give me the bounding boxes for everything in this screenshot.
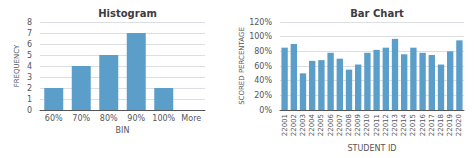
svg-text:Histogram: Histogram — [98, 8, 157, 19]
svg-text:22003: 22003 — [299, 114, 307, 136]
svg-text:Bar Chart: Bar Chart — [350, 8, 404, 19]
svg-text:22010: 22010 — [363, 114, 371, 136]
svg-text:FREQUENCY: FREQUENCY — [13, 44, 21, 87]
svg-text:8: 8 — [27, 18, 32, 27]
svg-text:6: 6 — [27, 40, 32, 49]
svg-text:4: 4 — [27, 62, 32, 71]
svg-text:22015: 22015 — [409, 114, 417, 136]
svg-text:22004: 22004 — [308, 113, 316, 136]
svg-text:STUDENT ID: STUDENT ID — [348, 144, 397, 153]
svg-text:BIN: BIN — [116, 126, 130, 135]
svg-text:3: 3 — [27, 73, 32, 82]
svg-text:60%: 60% — [45, 114, 63, 123]
svg-text:40%: 40% — [254, 76, 272, 85]
svg-text:22017: 22017 — [428, 114, 436, 136]
svg-text:60%: 60% — [254, 62, 272, 71]
svg-text:22019: 22019 — [446, 114, 454, 136]
svg-text:SCORED PERCENTAGE: SCORED PERCENTAGE — [238, 27, 246, 105]
svg-text:1: 1 — [27, 95, 32, 104]
svg-text:22014: 22014 — [400, 113, 408, 136]
svg-text:70%: 70% — [72, 114, 90, 123]
svg-text:22007: 22007 — [336, 114, 344, 136]
svg-text:22006: 22006 — [327, 113, 335, 136]
svg-text:More: More — [181, 114, 201, 123]
svg-text:0%: 0% — [259, 106, 272, 115]
svg-text:5: 5 — [27, 51, 32, 60]
svg-text:120%: 120% — [249, 18, 272, 27]
svg-text:22005: 22005 — [317, 114, 325, 136]
svg-text:100%: 100% — [249, 32, 272, 41]
svg-text:22011: 22011 — [373, 114, 381, 136]
svg-text:22008: 22008 — [345, 114, 353, 136]
svg-text:0: 0 — [27, 106, 32, 115]
svg-text:20%: 20% — [254, 91, 272, 100]
svg-text:22002: 22002 — [290, 114, 298, 136]
svg-text:90%: 90% — [127, 114, 145, 123]
svg-text:80%: 80% — [100, 114, 118, 123]
svg-text:22009: 22009 — [354, 114, 362, 136]
svg-text:22018: 22018 — [437, 114, 445, 136]
svg-text:22016: 22016 — [419, 113, 427, 136]
svg-text:7: 7 — [27, 29, 32, 38]
svg-text:80%: 80% — [254, 47, 272, 56]
svg-text:22012: 22012 — [382, 114, 390, 136]
svg-text:2: 2 — [27, 84, 32, 93]
svg-text:22013: 22013 — [391, 114, 399, 136]
svg-text:100%: 100% — [152, 114, 175, 123]
svg-text:22001: 22001 — [281, 114, 289, 136]
svg-text:22020: 22020 — [455, 114, 463, 136]
